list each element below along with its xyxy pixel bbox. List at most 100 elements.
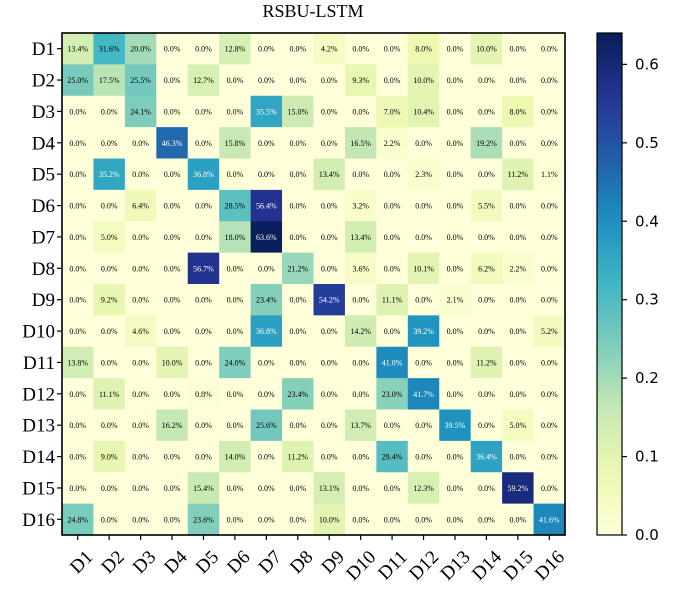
cell-D7-D9 [313, 221, 346, 254]
row-tick-label: D15 [22, 478, 55, 499]
cell-D4-D8 [282, 127, 315, 160]
cell-D6-D7 [250, 189, 283, 222]
cell-D12-D12 [407, 378, 440, 411]
cell-D6-D2 [93, 189, 126, 222]
column-tick-label: D5 [192, 547, 223, 578]
cell-value-label: 0.0% [195, 107, 212, 116]
cell-value-label: 0.0% [289, 515, 306, 524]
row-tick-label: D2 [32, 71, 55, 92]
cell-D11-D9 [313, 346, 346, 379]
cell-value-label: 0.0% [101, 327, 118, 336]
cell-value-label: 28.5% [225, 202, 246, 211]
cell-D15-D13 [439, 472, 472, 505]
cell-value-label: 0.0% [195, 296, 212, 305]
cell-D2-D4 [156, 64, 189, 97]
cell-value-label: 0.0% [478, 233, 495, 242]
cell-D1-D9 [313, 33, 346, 65]
cell-value-label: 0.0% [164, 170, 181, 179]
cell-value-label: 0.0% [258, 76, 275, 85]
cell-D12-D3 [124, 378, 157, 411]
cell-value-label: 0.0% [447, 515, 464, 524]
cell-value-label: 12.8% [225, 45, 246, 54]
cell-value-label: 56.7% [193, 264, 214, 273]
cell-D3-D10 [344, 95, 377, 128]
cell-D8-D15 [502, 252, 535, 285]
cell-value-label: 0.0% [227, 296, 244, 305]
cell-value-label: 18.0% [225, 233, 246, 242]
cell-D11-D13 [439, 346, 472, 379]
cell-D9-D3 [124, 284, 157, 316]
cell-value-label: 0.0% [101, 421, 118, 430]
cell-D5-D2 [93, 158, 126, 191]
cell-D6-D6 [219, 189, 252, 222]
cell-value-label: 29.4% [382, 453, 403, 462]
cell-value-label: 25.6% [256, 421, 277, 430]
cell-value-label: 0.0% [415, 233, 432, 242]
cell-value-label: 10.0% [162, 358, 183, 367]
cell-value-label: 0.0% [101, 202, 118, 211]
column-tick-label: D7 [255, 547, 286, 578]
cell-value-label: 23.0% [382, 390, 403, 399]
cell-value-label: 24.8% [67, 515, 88, 524]
cell-D6-D15 [502, 189, 535, 222]
cell-D9-D11 [376, 284, 409, 316]
cell-D2-D7 [250, 64, 283, 97]
cell-D15-D3 [124, 472, 157, 505]
cell-value-label: 36.8% [256, 327, 277, 336]
cell-D9-D15 [502, 284, 535, 316]
cell-D15-D7 [250, 472, 283, 505]
cell-value-label: 0.0% [384, 515, 401, 524]
cell-value-label: 0.0% [164, 484, 181, 493]
cell-D12-D4 [156, 378, 189, 411]
cell-D9-D14 [470, 284, 503, 316]
cell-value-label: 0.0% [384, 45, 401, 54]
cell-value-label: 0.0% [227, 421, 244, 430]
cell-value-label: 0.0% [447, 358, 464, 367]
cell-value-label: 0.0% [164, 327, 181, 336]
cell-value-label: 0.0% [447, 327, 464, 336]
row-tick-label: D16 [22, 510, 55, 531]
cell-value-label: 0.0% [352, 453, 369, 462]
cell-value-label: 0.0% [132, 421, 149, 430]
cell-value-label: 0.0% [541, 107, 558, 116]
cell-value-label: 0.0% [258, 453, 275, 462]
cell-value-label: 16.2% [162, 421, 183, 430]
cell-value-label: 31.6% [99, 45, 120, 54]
cell-value-label: 0.0% [227, 76, 244, 85]
row-labels: D1 D2 D3 D4 D5 D6 D7 D8 D9 D10 D11 D12 D13 D14 D15 D16 [22, 39, 62, 531]
cell-D12-D15 [502, 378, 535, 411]
cell-value-label: 0.0% [447, 202, 464, 211]
cell-D3-D15 [502, 95, 535, 128]
cell-value-label: 0.0% [478, 296, 495, 305]
cell-value-label: 10.1% [413, 264, 434, 273]
cell-D3-D3 [124, 95, 157, 128]
cell-D3-D12 [407, 95, 440, 128]
cell-D13-D16 [533, 409, 566, 442]
row-tick-label: D11 [23, 353, 55, 374]
row-tick-label: D1 [32, 39, 55, 60]
cell-D13-D8 [282, 409, 315, 442]
cell-value-label: 0.0% [415, 139, 432, 148]
cell-D16-D14 [470, 503, 503, 536]
cell-D4-D14 [470, 127, 503, 160]
cell-D13-D11 [376, 409, 409, 442]
cell-value-label: 0.0% [478, 327, 495, 336]
cell-D15-D15 [502, 472, 535, 505]
cell-D4-D3 [124, 127, 157, 160]
cell-value-label: 0.0% [289, 484, 306, 493]
cell-D8-D12 [407, 252, 440, 285]
cell-D16-D7 [250, 503, 283, 536]
cell-value-label: 0.0% [384, 421, 401, 430]
cell-value-label: 0.0% [289, 45, 306, 54]
cell-D15-D5 [187, 472, 220, 505]
cell-D15-D8 [282, 472, 315, 505]
cell-D11-D15 [502, 346, 535, 379]
cell-value-label: 17.5% [99, 76, 120, 85]
cell-value-label: 13.4% [67, 45, 88, 54]
cell-value-label: 0.0% [132, 390, 149, 399]
cell-value-label: 0.0% [289, 296, 306, 305]
cell-D16-D11 [376, 503, 409, 536]
cell-D5-D9 [313, 158, 346, 191]
cell-value-label: 0.0% [321, 358, 338, 367]
row-tick-label: D14 [22, 447, 55, 468]
